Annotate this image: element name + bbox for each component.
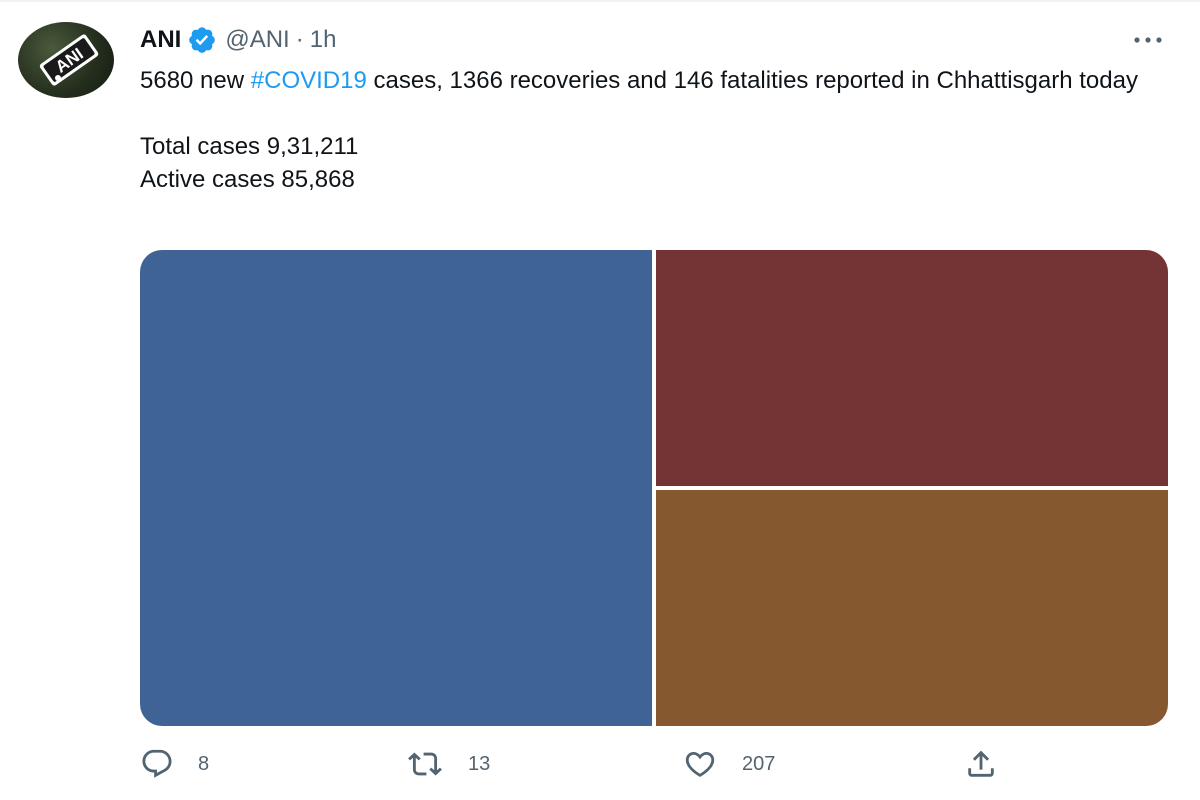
separator-dot: · [295, 26, 304, 53]
tweet-text-headline: 5680 new #COVID19 cases, 1366 recoveries… [140, 64, 1140, 97]
reply-count: 8 [198, 752, 210, 775]
share-icon [968, 750, 994, 777]
media-image-3[interactable] [656, 490, 1168, 726]
media-image-2[interactable] [656, 250, 1168, 486]
more-options-icon[interactable] [1128, 26, 1168, 54]
display-name[interactable]: ANI [140, 26, 182, 53]
reply-button[interactable]: 8 [140, 744, 209, 784]
tweet-text: 5680 new #COVID19 cases, 1366 recoveries… [140, 64, 1140, 196]
retweet-icon [408, 752, 442, 776]
tweet-header: ANI @ANI · 1h [140, 24, 336, 56]
user-handle[interactable]: @ANI [225, 26, 290, 53]
tweet-text-post: cases, 1366 recoveries and 146 fatalitie… [366, 67, 1138, 94]
hashtag-link[interactable]: #COVID19 [250, 67, 367, 94]
timestamp[interactable]: 1h [309, 26, 337, 53]
avatar[interactable]: ANI [18, 22, 114, 98]
active-cases-text: Active cases 85,868 [140, 166, 355, 193]
total-cases-text: Total cases 9,31,211 [140, 133, 359, 160]
like-button[interactable]: 207 [682, 744, 775, 784]
retweet-button[interactable]: 13 [406, 744, 490, 784]
media-image-1[interactable] [140, 250, 652, 726]
share-button[interactable] [964, 744, 998, 784]
reply-icon [142, 749, 172, 778]
heart-icon [685, 751, 715, 777]
retweet-count: 13 [468, 752, 491, 775]
action-bar: 8 13 207 [140, 744, 1180, 784]
like-count: 207 [742, 752, 776, 775]
media-grid[interactable] [140, 250, 1168, 726]
verified-badge-icon [187, 25, 217, 55]
divider [0, 0, 1200, 2]
tweet-text-pre: 5680 new [140, 67, 251, 94]
ani-logo-icon: ANI [39, 34, 99, 86]
